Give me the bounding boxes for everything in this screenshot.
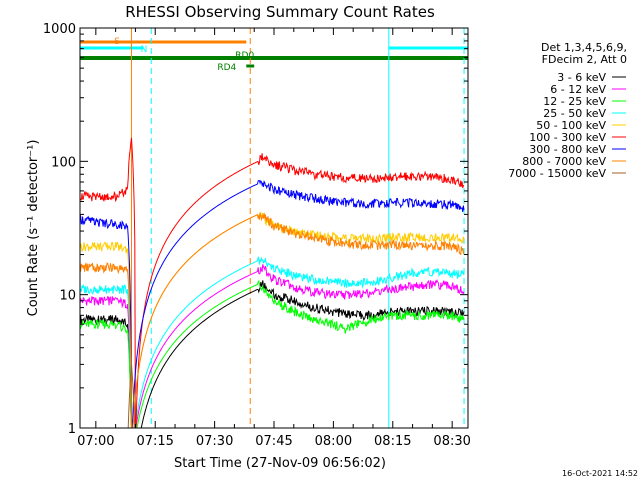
- series-line-7000-15000-kev: [127, 364, 136, 428]
- x-tick-label-5: 08:15: [374, 434, 411, 449]
- series-line-12-25-kev: [80, 279, 465, 428]
- series-line-3-6-kev: [80, 280, 465, 428]
- x-tick-label-1: 07:15: [136, 434, 173, 449]
- series-line-800-7000-kev: [80, 212, 465, 428]
- y-axis-label: Count Rate (s⁻¹ detector⁻¹): [26, 140, 41, 317]
- chart-title: RHESSI Observing Summary Count Rates: [125, 3, 435, 21]
- y-tick-label-0: 1: [68, 422, 76, 437]
- legend-label-7000-15000-kev: 7000 - 15000 keV: [508, 167, 606, 180]
- annotation-label-rd0: RD0: [235, 51, 254, 61]
- x-tick-label-4: 08:00: [315, 434, 352, 449]
- series-line-6-12-kev: [80, 264, 465, 428]
- legend-label-25-50-kev: 25 - 50 keV: [543, 107, 606, 120]
- y-tick-label-3: 1000: [43, 22, 76, 37]
- legend-label-3-6-kev: 3 - 6 keV: [557, 71, 606, 84]
- legend-header-line-2: FDecim 2, Att 0: [542, 53, 627, 66]
- legend-header-line-1: Det 1,3,4,5,6,9,: [541, 41, 627, 54]
- plot-area: S N RD0 RD4: [80, 28, 468, 428]
- legend-label-12-25-kev: 12 - 25 keV: [543, 95, 606, 108]
- legend-label-50-100-kev: 50 - 100 keV: [536, 119, 606, 132]
- series-line-300-800-kev: [80, 179, 465, 428]
- x-tick-label-0: 07:00: [77, 434, 114, 449]
- x-axis-label: Start Time (27-Nov-09 06:56:02): [174, 456, 386, 471]
- x-tick-label-3: 07:45: [255, 434, 292, 449]
- series-line-100-300-kev: [80, 137, 465, 428]
- legend-label-800-7000-kev: 800 - 7000 keV: [522, 155, 606, 168]
- y-tick-label-1: 10: [59, 289, 76, 304]
- legend-label-100-300-kev: 100 - 300 keV: [529, 131, 606, 144]
- axes: 07:00 07:15 07:30 07:45 08:00 08:15 08:30 1 10 10…: [43, 22, 471, 449]
- legend-label-6-12-kev: 6 - 12 keV: [550, 83, 606, 96]
- render-timestamp: 16-Oct-2021 14:52: [562, 469, 638, 478]
- annotation-label-s: S: [114, 37, 120, 47]
- legend-label-300-800-kev: 300 - 800 keV: [529, 143, 606, 156]
- x-tick-label-6: 08:30: [433, 434, 470, 449]
- y-tick-label-2: 100: [51, 155, 76, 170]
- x-tick-label-2: 07:30: [196, 434, 233, 449]
- annotation-label-rd4: RD4: [217, 63, 236, 73]
- series-line-25-50-kev: [80, 256, 465, 428]
- annotation-label-n: N: [141, 45, 148, 55]
